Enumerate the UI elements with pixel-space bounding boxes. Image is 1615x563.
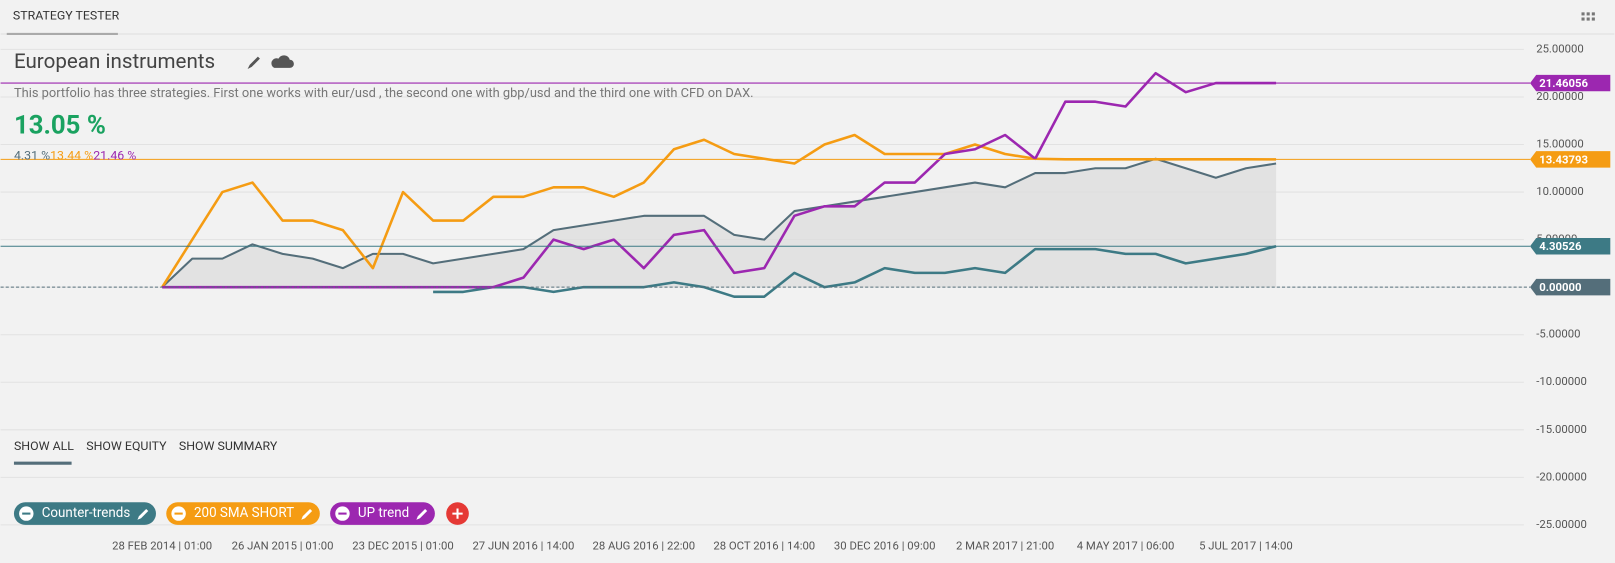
tab[interactable]: SHOW ALL (14, 440, 74, 454)
chips: Counter-trends 200 SMA SHORT UP trend (13, 502, 469, 525)
y-tick-label: 10.00000 (1536, 184, 1584, 198)
marker-tag (1530, 74, 1611, 92)
legend-label: Counter-trends (42, 506, 131, 521)
edit-icon[interactable] (301, 508, 313, 520)
return-value: 13.44 % (50, 150, 93, 164)
x-tick-label: 28 FEB 2014 | 01:00 (112, 539, 212, 553)
x-tick-label: 27 JUN 2016 | 14:00 (472, 539, 574, 553)
legend-chip[interactable]: Counter-trends (13, 502, 156, 525)
x-tick-label: 23 DEC 2015 | 01:00 (352, 539, 454, 553)
app-title: STRATEGY TESTER (13, 10, 120, 24)
marker-label: 0.00000 (1539, 280, 1581, 294)
edit-icon[interactable] (137, 508, 149, 520)
x-tick-label: 26 JAN 2015 | 01:00 (232, 539, 334, 553)
tabs: SHOW ALL SHOW EQUITY SHOW SUMMARY (14, 440, 278, 454)
chip-bg (166, 502, 320, 525)
portfolio-name: European instruments (14, 50, 215, 74)
remove-bar (174, 512, 183, 515)
marker-tag (1530, 237, 1611, 255)
plot: -25.00000 -20.00000 -15.00000 -10.00000 -5.0… (0, 41, 1611, 553)
add-plus (452, 508, 463, 519)
returns: 4.31 % 13.44 % 21.46 % (14, 150, 136, 164)
return-value: 21.46 % (93, 150, 136, 164)
return-value: 4.31 % (14, 150, 50, 164)
legend-label: 200 SMA SHORT (194, 506, 294, 521)
x-tick-label: 28 OCT 2016 | 14:00 (713, 539, 815, 553)
marker-tag (1530, 151, 1611, 168)
chip-bg (330, 502, 435, 525)
tab[interactable]: SHOW EQUITY (86, 440, 167, 454)
upload-icon[interactable] (271, 55, 294, 68)
y-tick-label: -25.00000 (1536, 517, 1587, 531)
legend-chip[interactable]: UP trend (330, 502, 435, 525)
legend-chip[interactable]: 200 SMA SHORT (166, 502, 320, 525)
y-tick-label: 15.00000 (1536, 136, 1584, 150)
y-tick-label: -20.00000 (1536, 469, 1587, 483)
x-tick-label: 28 AUG 2016 | 22:00 (593, 539, 696, 553)
x-tick-label: 5 JUL 2017 | 14:00 (1199, 539, 1293, 553)
equity-area (162, 158, 1277, 288)
series-line (433, 244, 1277, 298)
description: This portfolio has three strategies. Fir… (14, 86, 754, 101)
y-tick-label: -10.00000 (1536, 374, 1587, 388)
x-tick-label: 30 DEC 2016 | 09:00 (834, 539, 936, 553)
edit-icon[interactable] (416, 508, 428, 520)
y-tick-label: 25.00000 (1536, 41, 1584, 55)
remove-bar (22, 512, 31, 515)
y-tick-label: 20.00000 (1536, 89, 1584, 103)
remove-bar (338, 512, 347, 515)
y-tick-label: -15.00000 (1536, 422, 1587, 436)
legend-label: UP trend (358, 506, 409, 521)
chip-bg (13, 502, 156, 525)
edit-icon[interactable] (247, 56, 260, 69)
marker-label: 13.43793 (1539, 152, 1588, 166)
x-tick-label: 4 MAY 2017 | 06:00 (1077, 539, 1175, 553)
x-tick-label: 2 MAR 2017 | 21:00 (956, 539, 1054, 553)
total-return: 13.05 % (14, 110, 106, 140)
marker-label: 21.46056 (1539, 76, 1588, 90)
tab[interactable]: SHOW SUMMARY (179, 440, 278, 454)
y-tick-label: -5.00000 (1536, 327, 1580, 341)
marker-label: 4.30526 (1539, 239, 1582, 253)
grid-icon[interactable] (1581, 12, 1595, 21)
marker-tag (1530, 278, 1611, 296)
series-line (161, 157, 1277, 288)
